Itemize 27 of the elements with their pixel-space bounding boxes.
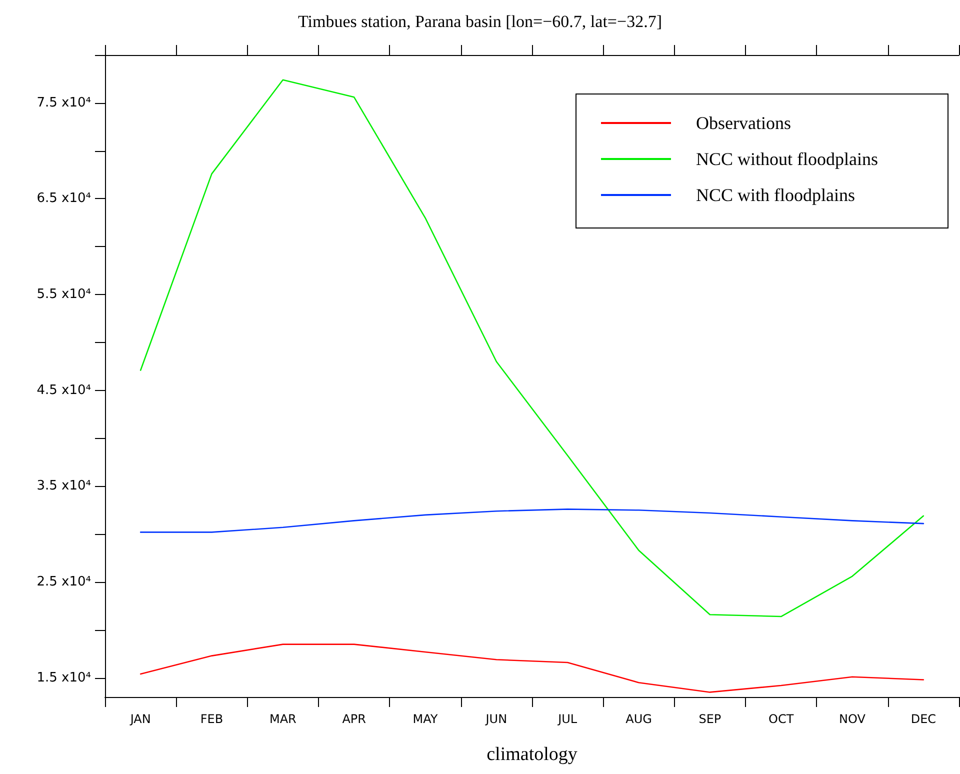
legend-label: NCC without floodplains bbox=[696, 149, 878, 169]
line-series bbox=[140, 508, 924, 533]
chart-title: Timbues station, Parana basin [lon=−60.7, lat=−32.7] bbox=[298, 12, 662, 31]
y-tick-label: 2.5 x10⁴ bbox=[36, 574, 91, 590]
x-tick-label: MAY bbox=[412, 712, 438, 726]
x-tick-label: OCT bbox=[768, 712, 794, 726]
x-tick-label: JUN bbox=[484, 712, 508, 726]
y-tick-label: 4.5 x10⁴ bbox=[36, 382, 91, 398]
y-tick-label: 3.5 x10⁴ bbox=[36, 478, 91, 494]
x-tick-label: MAR bbox=[269, 712, 296, 726]
x-tick-label: AUG bbox=[626, 712, 652, 726]
x-tick-label: FEB bbox=[200, 712, 224, 726]
y-tick-label: 6.5 x10⁴ bbox=[36, 191, 91, 206]
x-tick-label: DEC bbox=[910, 712, 936, 726]
y-tick-label: 5.5 x10⁴ bbox=[36, 287, 91, 302]
y-tick-label: 1.5 x10⁴ bbox=[36, 670, 91, 686]
legend-label: NCC with floodplains bbox=[696, 185, 856, 205]
x-tick-label: JAN bbox=[129, 712, 151, 726]
y-tick-label: 7.5 x10⁴ bbox=[36, 95, 91, 110]
x-tick-label: APR bbox=[342, 712, 366, 726]
legend-label: Observations bbox=[696, 113, 791, 133]
line-series bbox=[140, 79, 924, 618]
x-tick-label: JUL bbox=[557, 712, 578, 726]
x-tick-label: NOV bbox=[839, 712, 866, 726]
x-axis-title: climatology bbox=[486, 744, 578, 765]
x-tick-label: SEP bbox=[698, 712, 722, 726]
line-series bbox=[140, 644, 924, 693]
